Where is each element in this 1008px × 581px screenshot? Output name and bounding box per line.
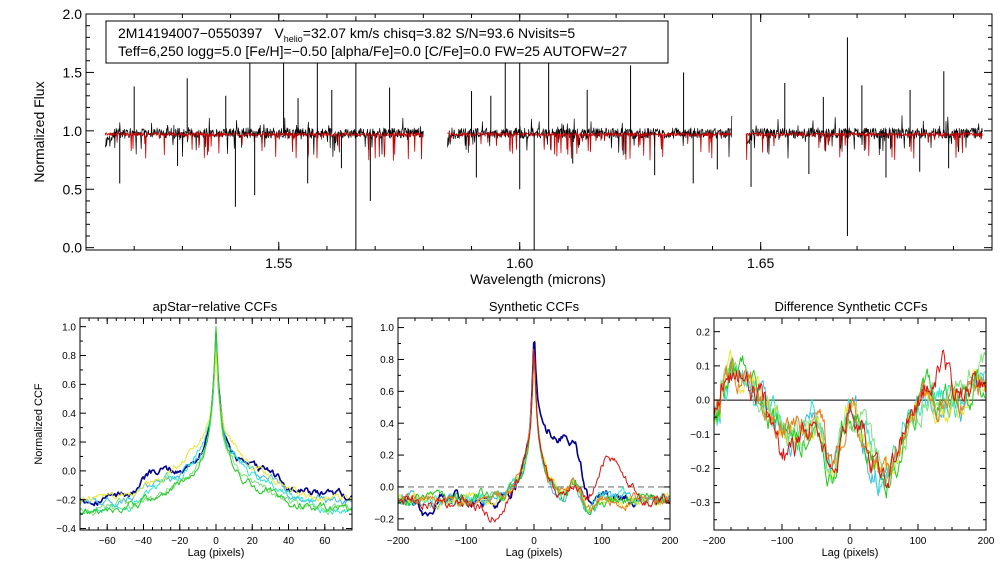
synthetic-ytick-label: 0.4 (380, 419, 394, 430)
spectrum-ytick-label: 1.5 (63, 64, 83, 80)
annotation-star-id: 2M14194007−0550397 (118, 25, 263, 41)
synthetic-ccf-line (398, 341, 670, 517)
apstar-xtick-label: 40 (283, 536, 295, 547)
difference-xtick-label: 0 (847, 536, 853, 547)
difference-ytick-label: −0.2 (690, 464, 710, 475)
apstar-ccf-title: apStar−relative CCFs (153, 299, 278, 314)
difference-xtick-label: −100 (771, 536, 794, 547)
annotation-v-sub: helio (284, 34, 303, 44)
difference-ccf-plot-area (714, 349, 986, 499)
difference-xtick-label: 100 (910, 536, 927, 547)
spectrum-ytick-label: 1.0 (63, 123, 83, 139)
spectrum-ytick-label: 2.0 (63, 6, 83, 22)
synthetic-ccf-line (398, 349, 670, 523)
difference-ytick-label: −0.1 (690, 430, 710, 441)
spectrum-annotation-box (105, 20, 669, 64)
spectrum-panel: 1.55 1.60 1.65 0.0 0.5 1.0 1.5 2.0 2M14194007−0… (31, 6, 993, 287)
difference-ytick-label: 0.0 (696, 396, 710, 407)
apstar-ytick-label: 0.8 (62, 351, 76, 362)
spectrum-observed-line (745, 115, 983, 159)
synthetic-ytick-label: 1.0 (380, 323, 394, 334)
apstar-xtick-label: −60 (99, 536, 116, 547)
synthetic-ccf-axes: −200 −100 0 100 200 −0.2 0.0 0.2 0.4 0.6 0.8 1.0 (374, 318, 679, 547)
synthetic-ytick-label: −0.2 (374, 514, 394, 525)
difference-ccf-line (714, 355, 986, 499)
difference-ytick-label: 0.2 (696, 327, 710, 338)
apstar-ccf-line (80, 351, 352, 504)
apstar-ccf-line (80, 345, 352, 508)
apstar-ytick-label: 1.0 (62, 322, 76, 333)
difference-ccf-line (714, 357, 986, 476)
spectrum-plot-area (104, 14, 983, 250)
spectrum-xtick-label: 1.60 (506, 255, 533, 271)
synthetic-ccf-panel: Synthetic CCFs −200 −100 0 100 200 −0.2 0.0 0.2… (374, 299, 679, 559)
difference-ytick-label: −0.3 (690, 498, 710, 509)
synthetic-ytick-label: 0.0 (380, 483, 394, 494)
apstar-ccf-ylabel: Normalized CCF (33, 383, 45, 465)
apstar-ytick-label: 0.4 (62, 409, 76, 420)
apstar-xtick-label: 60 (319, 536, 331, 547)
spectrum-ytick-label: 0.5 (63, 181, 83, 197)
spectrum-xtick-label: 1.55 (265, 255, 292, 271)
difference-ccf-title: Difference Synthetic CCFs (775, 299, 928, 314)
spectrum-annotation-line2: Teff=6,250 logg=5.0 [Fe/H]=−0.50 [alpha/… (118, 43, 627, 59)
difference-ccf-axes: −200 −100 0 100 200 −0.3 −0.2 −0.1 0.0 0.1 0.2 (690, 318, 995, 547)
apstar-ytick-label: 0.6 (62, 380, 76, 391)
spectrum-frame (85, 13, 993, 251)
apstar-xtick-label: 0 (213, 536, 219, 547)
spectrum-xlabel: Wavelength (microns) (470, 271, 606, 287)
apstar-xtick-label: −20 (171, 536, 188, 547)
annotation-v-prefix: V (274, 25, 284, 41)
apstar-xtick-label: −40 (135, 536, 152, 547)
apstar-ccf-panel: apStar−relative CCFs −60 −40 −20 0 20 40 60 −0.… (33, 299, 353, 559)
annotation-v-rest: =32.07 km/s chisq=3.82 S/N=93.6 Nvisits=… (303, 25, 576, 41)
difference-ccf-line (714, 351, 986, 484)
apstar-ytick-label: −0.4 (56, 524, 76, 535)
synthetic-ccf-line (398, 351, 670, 514)
spectrum-ytick-label: 0.0 (63, 240, 83, 256)
apstar-ccf-line (80, 338, 352, 515)
difference-ytick-label: 0.1 (696, 361, 710, 372)
spectrum-ylabel: Normalized Flux (31, 81, 47, 182)
spectrum-xtick-label: 1.65 (747, 255, 774, 271)
spectrum-annotation-line1: 2M14194007−0550397 Vhelio=32.07 km/s chis… (118, 25, 575, 44)
spectrum-model-line (745, 132, 983, 160)
difference-ccf-line (714, 349, 986, 489)
apstar-ccf-plot-area (80, 326, 352, 516)
apstar-ccf-xlabel: Lag (pixels) (188, 547, 245, 559)
difference-xtick-label: −200 (703, 536, 726, 547)
apstar-ccf-line (80, 326, 352, 515)
synthetic-ytick-label: 0.6 (380, 387, 394, 398)
synthetic-xtick-label: −100 (455, 536, 478, 547)
apstar-ytick-label: −0.2 (56, 495, 76, 506)
apstar-ccf-line (80, 332, 352, 507)
synthetic-ccf-title: Synthetic CCFs (489, 299, 580, 314)
difference-ccf-line (714, 349, 986, 480)
synthetic-ytick-label: 0.8 (380, 355, 394, 366)
difference-xtick-label: 200 (978, 536, 995, 547)
apstar-ytick-label: 0.2 (62, 438, 76, 449)
synthetic-ytick-label: 0.2 (380, 451, 394, 462)
spectrum-model-line (447, 132, 733, 161)
apstar-ccf-axes: −60 −40 −20 0 20 40 60 −0.4 −0.2 0.0 0.2 0.4 0.6 0.8 1… (56, 318, 353, 547)
difference-ccf-panel: Difference Synthetic CCFs −200 −100 0 100 20… (690, 299, 995, 559)
apstar-ytick-label: 0.0 (62, 466, 76, 477)
apstar-xtick-label: 20 (247, 536, 259, 547)
synthetic-xtick-label: 0 (531, 536, 537, 547)
synthetic-ccf-plot-area (398, 341, 670, 523)
synthetic-xtick-label: 100 (594, 536, 611, 547)
synthetic-xtick-label: 200 (662, 536, 679, 547)
synthetic-ccf-xlabel: Lag (pixels) (506, 547, 563, 559)
difference-ccf-frame (713, 317, 987, 531)
synthetic-ccf-line (398, 352, 670, 516)
spectrum-observed-line (447, 115, 733, 158)
spectrum-axes: 1.55 1.60 1.65 0.0 0.5 1.0 1.5 2.0 (63, 6, 992, 271)
synthetic-xtick-label: −200 (387, 536, 410, 547)
synthetic-ccf-line (398, 354, 670, 514)
difference-ccf-xlabel: Lag (pixels) (822, 547, 879, 559)
